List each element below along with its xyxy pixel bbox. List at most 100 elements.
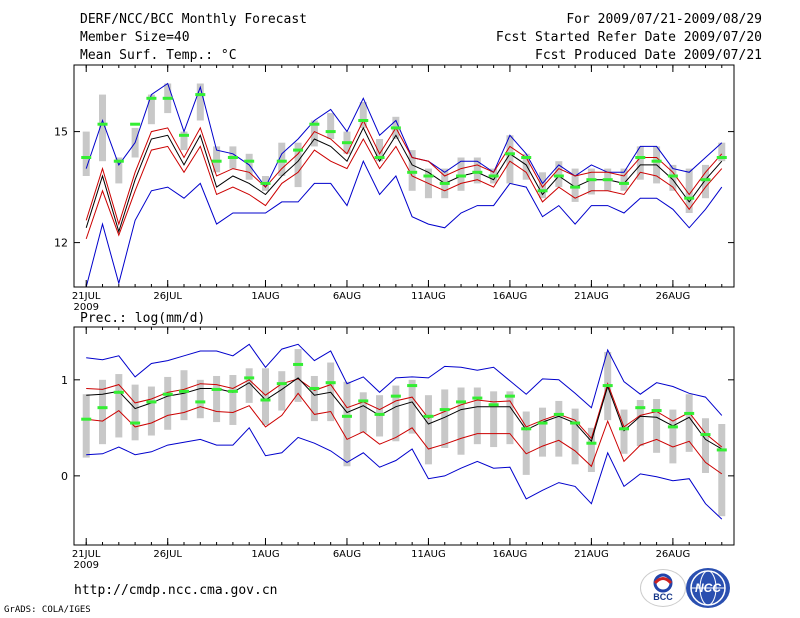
ncc-logo-text: NCC <box>695 581 721 595</box>
member-spread-box <box>147 386 155 436</box>
member-spread-box <box>669 409 677 464</box>
member-spread-box <box>555 400 563 457</box>
member-spread-box <box>522 153 530 180</box>
member-spread-box <box>131 384 139 441</box>
bcc-logo: BCC <box>640 569 686 607</box>
median-marker <box>146 400 157 404</box>
forecast-produced-date: Fcst Produced Date 2009/07/21 <box>535 48 762 63</box>
member-spread-box <box>213 146 221 173</box>
member-spread-box <box>473 157 481 184</box>
member-spread-box <box>99 94 107 162</box>
median-marker <box>341 141 352 145</box>
member-spread-box <box>196 379 204 419</box>
median-marker <box>423 174 434 178</box>
member-spread-box <box>392 385 400 442</box>
x-tick-label: 1AUG <box>251 549 279 560</box>
median-marker <box>635 156 646 159</box>
member-spread-box <box>180 131 188 151</box>
median-marker <box>488 174 499 178</box>
median-marker <box>390 394 401 398</box>
member-spread-box <box>522 411 530 475</box>
median-marker <box>179 133 189 137</box>
median-marker <box>586 441 597 445</box>
median-marker <box>700 433 711 437</box>
median-marker <box>179 389 189 393</box>
member-spread-box <box>376 139 384 162</box>
median-marker <box>162 392 173 396</box>
forecast-start-date: Fcst Started Refer Date 2009/07/20 <box>495 30 762 45</box>
member-spread-box <box>636 399 644 447</box>
median-marker <box>97 406 108 410</box>
member-spread-box <box>245 153 253 180</box>
member-spread-box <box>115 374 123 438</box>
x-tick-label: 16AUG <box>493 291 528 302</box>
median-marker <box>130 122 141 126</box>
median-marker <box>374 412 385 416</box>
lower-band-line <box>86 392 723 475</box>
member-spread-box <box>278 142 286 176</box>
median-marker <box>146 96 157 100</box>
median-marker <box>276 382 287 386</box>
median-marker <box>667 174 678 178</box>
median-marker <box>635 406 646 410</box>
member-spread-box <box>620 168 628 191</box>
y-tick-label: 0 <box>61 470 68 483</box>
member-spread-box <box>424 395 432 465</box>
member-spread-box <box>310 120 318 147</box>
median-marker <box>423 414 434 418</box>
median-marker <box>651 409 662 413</box>
member-spread-box <box>359 102 367 128</box>
member-spread-box <box>278 371 286 411</box>
member-spread-box <box>636 146 644 180</box>
median-marker <box>390 126 401 130</box>
member-spread-box <box>653 399 661 453</box>
member-spread-box <box>701 418 709 473</box>
median-marker <box>113 159 124 163</box>
x-year-label: 2009 <box>73 302 98 313</box>
median-marker <box>407 384 418 388</box>
member-spread-box <box>408 379 416 434</box>
member-spread-box <box>539 407 547 457</box>
median-marker <box>521 156 532 159</box>
median-marker <box>130 421 141 425</box>
member-spread-box <box>327 113 335 139</box>
median-marker <box>667 425 678 429</box>
median-marker <box>358 399 369 403</box>
member-spread-box <box>718 423 726 517</box>
median-marker <box>195 400 206 404</box>
member-spread-box <box>587 168 595 195</box>
member-spread-box <box>506 135 514 184</box>
median-marker <box>227 156 238 159</box>
member-spread-box <box>620 409 628 454</box>
median-marker <box>309 386 320 390</box>
median-marker <box>81 156 92 159</box>
chart-panel-1: 12 15 21JUL 26JUL 1AUG 6AUG 11AUG 16AUG 21AUG 26A… <box>54 64 735 313</box>
x-year-label: 2009 <box>73 560 98 571</box>
member-spread-box <box>571 168 579 202</box>
member-spread-box <box>196 83 204 121</box>
member-spread-box <box>343 381 351 467</box>
member-spread-box <box>718 142 726 162</box>
member-spread-box <box>571 408 579 465</box>
upper-band-line <box>85 119 723 226</box>
source-url: http://cmdp.ncc.cma.gov.cn <box>74 583 278 598</box>
median-marker <box>651 159 662 163</box>
median-marker <box>700 178 711 182</box>
x-tick-label: 26JUL <box>153 549 182 560</box>
x-tick-label: 21AUG <box>574 291 609 302</box>
x-tick-label: 16AUG <box>493 549 528 560</box>
median-marker <box>260 181 271 185</box>
x-tick-label: 26AUG <box>656 291 691 302</box>
median-marker <box>716 448 727 452</box>
median-marker <box>325 381 336 385</box>
member-spread-box <box>294 349 302 402</box>
y-tick-label: 15 <box>54 126 68 139</box>
lower-band-line <box>85 137 723 240</box>
median-marker <box>716 156 727 159</box>
member-spread-box <box>506 391 514 445</box>
member-spread-box <box>164 376 172 430</box>
median-marker <box>553 412 564 416</box>
median-marker <box>439 181 450 185</box>
ensemble-mean-line <box>85 126 723 234</box>
median-marker <box>504 152 515 156</box>
